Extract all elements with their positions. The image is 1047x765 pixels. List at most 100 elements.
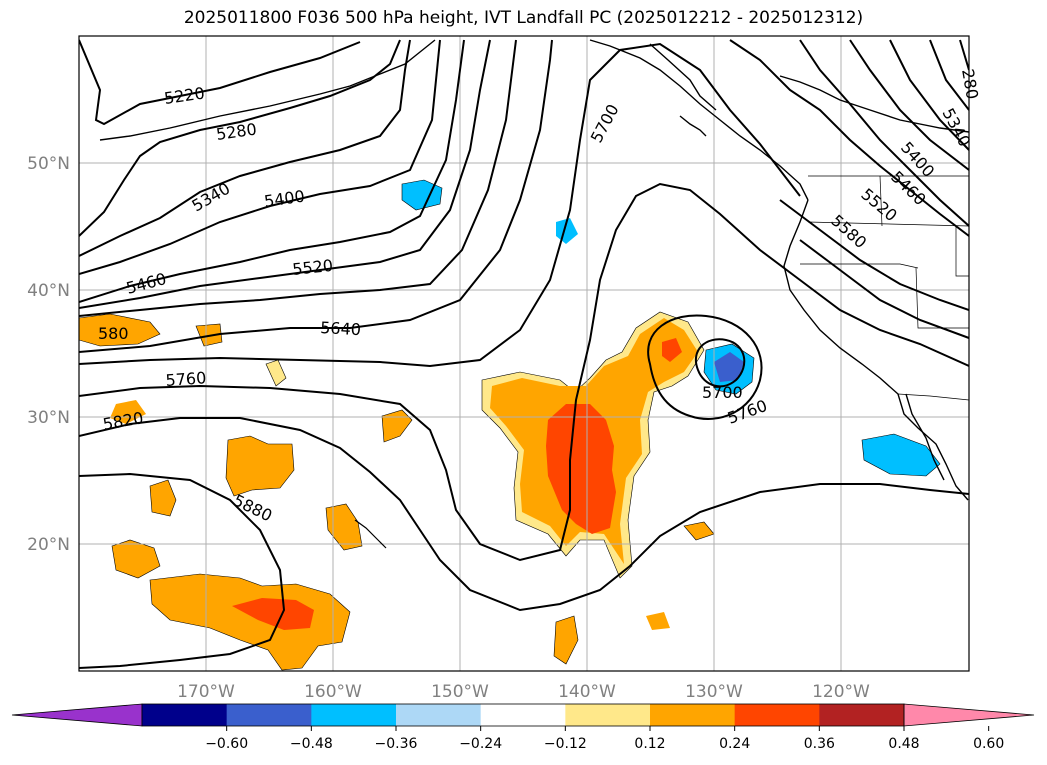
contour-ne-2 — [799, 39, 969, 227]
cutoff-low-inner — [695, 338, 746, 388]
contour-label: 580 — [98, 324, 129, 343]
colorbar-tick-label: −0.60 — [205, 736, 248, 752]
lat-tick: 30°N — [27, 408, 70, 428]
contour-label: 5700 — [702, 383, 743, 402]
shade-pos-small-red — [662, 338, 682, 362]
contour-5220 — [79, 39, 361, 126]
cutoff-low-outer — [647, 314, 763, 420]
colorbar-segment — [311, 704, 397, 726]
colorbar-tick-label: 0.12 — [634, 736, 665, 752]
contour-5340 — [79, 39, 411, 257]
colorbar-tick-label: −0.36 — [375, 736, 418, 752]
alaska-peninsula — [99, 39, 436, 141]
colorbar-segment — [650, 704, 736, 726]
shade-pos-mid6 — [646, 612, 670, 630]
contour-west-coast-1 — [779, 199, 969, 311]
colorbar-segment — [565, 704, 651, 726]
island-chain — [679, 115, 707, 137]
bc-coast — [649, 43, 717, 111]
colorbar-extend-high — [903, 703, 1035, 727]
lon-tick: 150°W — [431, 682, 489, 702]
contour-label: 5760 — [165, 368, 207, 390]
colorbar-segment — [819, 704, 905, 726]
contour-5760 — [79, 182, 969, 562]
contour-5460 — [79, 39, 465, 303]
colorbar-segment — [734, 704, 820, 726]
contour-ne-6 — [959, 39, 969, 71]
colorbar-segment — [396, 704, 482, 726]
colorbar-tick-label: −0.12 — [544, 736, 587, 752]
contour-5700 — [79, 42, 801, 368]
state-border-4 — [879, 175, 883, 227]
ivt-negative-shading — [401, 179, 941, 477]
contour-ne-1 — [729, 39, 969, 237]
shade-neg-coast-dark — [714, 352, 744, 382]
us-mexico-border — [897, 393, 969, 401]
contour-5820 — [79, 417, 969, 612]
contour-5580 — [79, 39, 517, 317]
contour-5640 — [79, 39, 553, 353]
shade-pos-left1 — [79, 313, 161, 347]
colorbar-tick-label: 0.36 — [804, 736, 835, 752]
lon-tick-labels: 170°W 160°W 150°W 140°W 130°W 120°W — [177, 682, 870, 702]
lat-tick: 40°N — [27, 281, 70, 301]
lon-tick: 160°W — [304, 682, 362, 702]
contour-label: 5640 — [320, 318, 362, 339]
map-frame — [78, 35, 970, 672]
shade-pos-mid3 — [265, 359, 287, 387]
shade-pos-mid2 — [381, 409, 413, 443]
colorbar: −0.60 −0.48 −0.36 −0.24 −0.12 0.12 0.24 0.36 0.4… — [11, 703, 1035, 752]
colorbar-ticks: −0.60 −0.48 −0.36 −0.24 −0.12 0.12 0.24 0.36 0.4… — [205, 726, 1004, 752]
lat-tick-labels: 50°N 40°N 30°N 20°N — [27, 154, 70, 555]
contour-label: 5520 — [291, 256, 333, 279]
contour-ne-5 — [929, 39, 969, 111]
alaska-coast — [589, 39, 809, 201]
shade-pos-left4 — [149, 479, 177, 517]
map-title: 2025011800 F036 500 hPa height, IVT Land… — [183, 8, 864, 28]
colorbar-segment — [480, 704, 566, 726]
shade-pos-sw — [149, 573, 351, 671]
lon-tick: 130°W — [685, 682, 743, 702]
shade-pos-central-red — [546, 404, 616, 534]
coastlines — [99, 39, 969, 549]
contour-ne-3 — [849, 39, 969, 171]
colorbar-tick-label: −0.48 — [290, 736, 333, 752]
canada-north — [779, 75, 969, 133]
shade-pos-mid4 — [553, 615, 579, 665]
colorbar-tick-label: 0.24 — [719, 736, 750, 752]
contour-5520 — [79, 39, 491, 309]
shade-pos-left3 — [110, 400, 146, 424]
ivt-positive-shading — [79, 311, 715, 671]
state-border-3 — [915, 267, 969, 329]
colorbar-frame — [141, 703, 905, 727]
lat-tick: 20°N — [27, 535, 70, 555]
shade-neg-baja — [861, 433, 941, 477]
lon-tick: 120°W — [812, 682, 870, 702]
shade-pos-sw-red — [232, 598, 314, 630]
state-border-1 — [807, 221, 969, 227]
state-border-5 — [955, 226, 969, 277]
height-contours — [79, 39, 969, 669]
west-coast — [783, 199, 969, 501]
map-plot-area — [79, 36, 969, 671]
shade-pos-mid1 — [325, 503, 363, 551]
shade-pos-west — [225, 435, 295, 497]
contour-5280 — [79, 39, 401, 237]
colorbar-extend-low — [11, 703, 143, 727]
borders — [800, 175, 969, 401]
lon-tick: 140°W — [558, 682, 616, 702]
lon-tick: 170°W — [177, 682, 235, 702]
contour-west-coast-2 — [799, 239, 969, 339]
lat-tick: 50°N — [27, 154, 70, 174]
colorbar-tick-label: −0.24 — [459, 736, 502, 752]
colorbar-segment — [226, 704, 312, 726]
colorbar-segment — [142, 704, 228, 726]
shade-pos-left5 — [111, 539, 161, 579]
hawaii — [354, 519, 387, 549]
contour-ne-4 — [889, 39, 969, 151]
shade-neg-north — [401, 179, 443, 211]
baja — [905, 393, 945, 481]
colorbar-tick-label: 0.48 — [888, 736, 919, 752]
contour-5880 — [79, 472, 286, 669]
